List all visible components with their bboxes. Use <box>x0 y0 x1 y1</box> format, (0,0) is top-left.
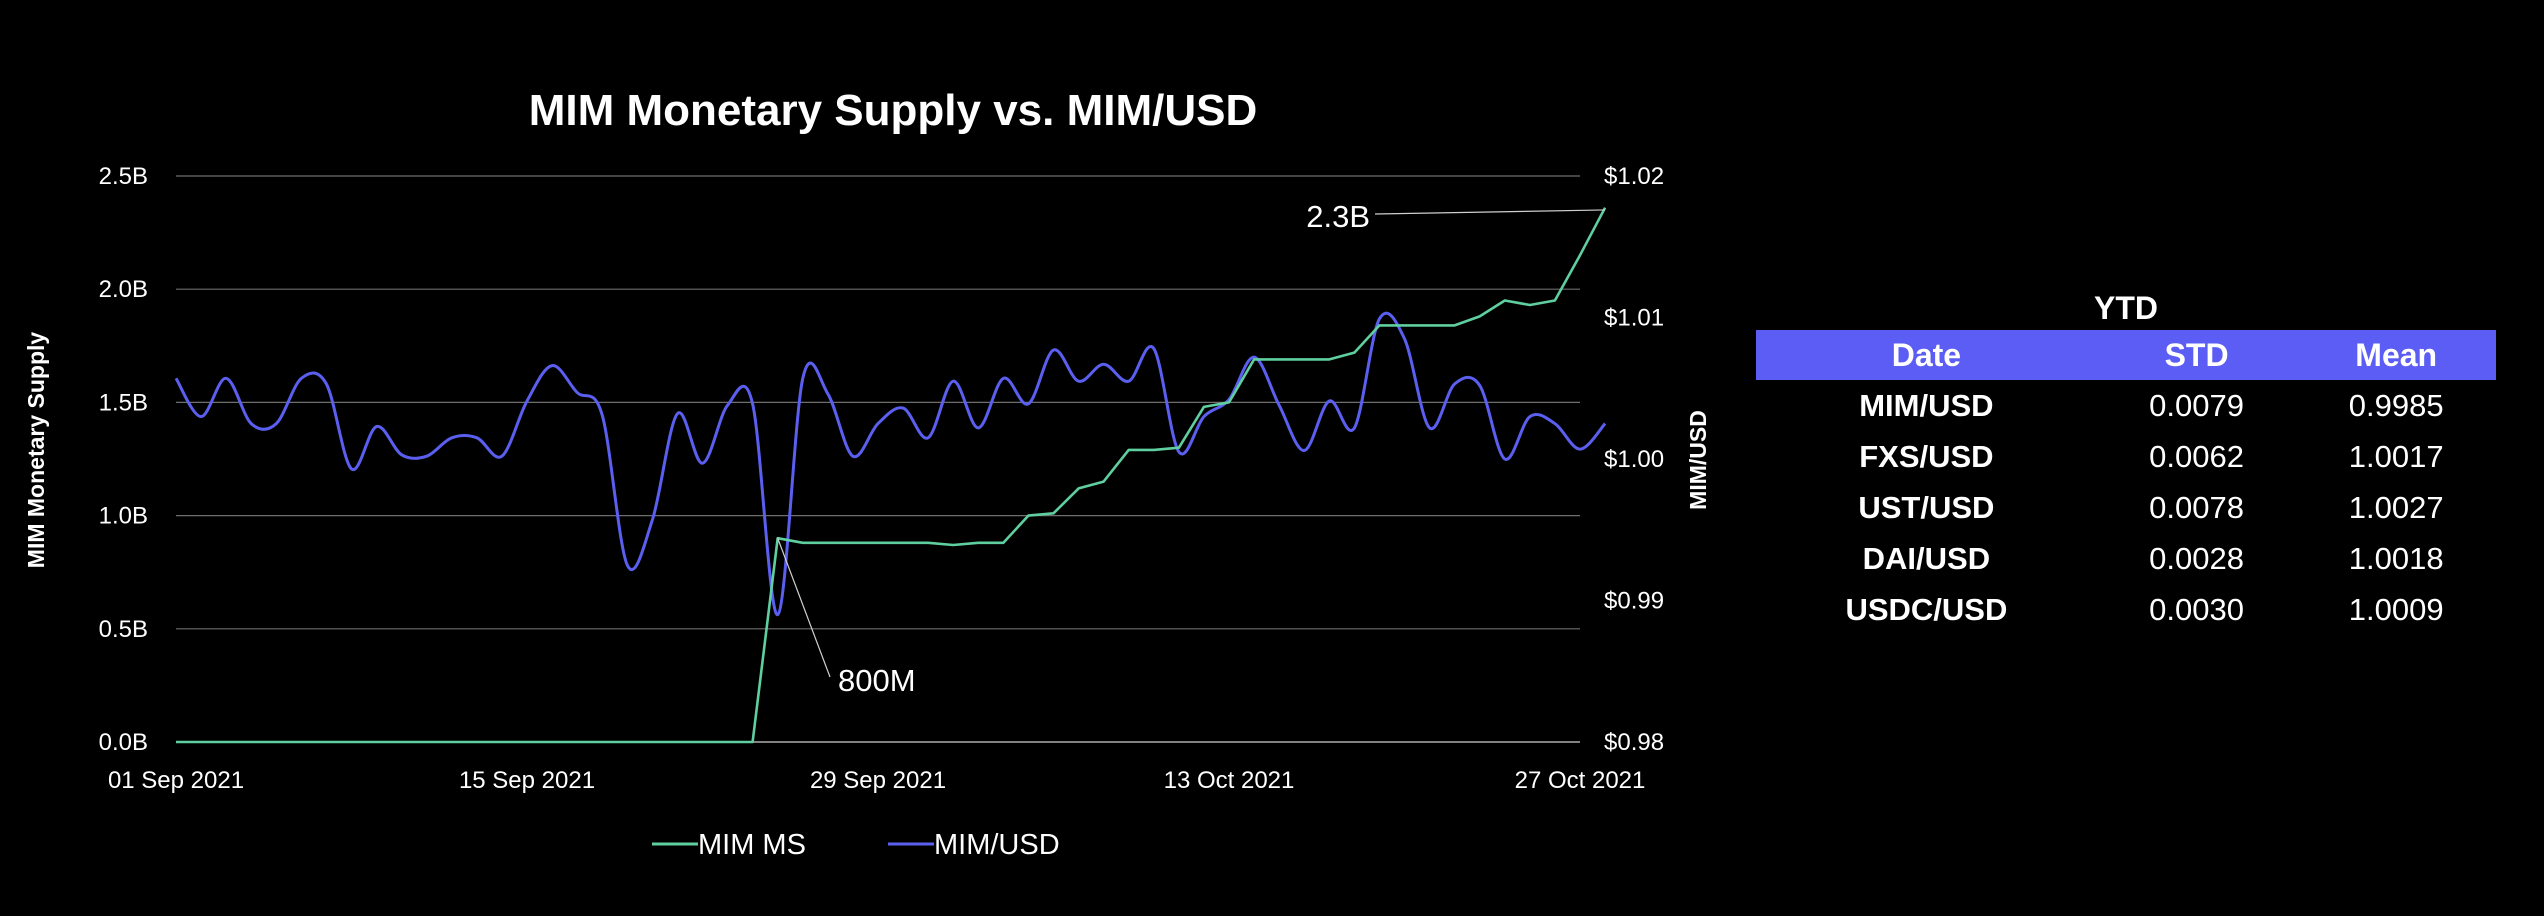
table-row: MIM/USD 0.0079 0.9985 <box>1756 380 2496 431</box>
stats-header-std: STD <box>2096 330 2297 380</box>
legend-label: MIM/USD <box>934 829 1060 861</box>
stats-mean: 1.0009 <box>2348 591 2444 627</box>
legend-label: MIM MS <box>698 829 806 861</box>
left-tick-label: 2.0B <box>99 276 148 303</box>
chart: MIM Monetary Supply vs. MIM/USD 0.0B 0.5B… <box>23 86 1711 861</box>
stats-pair: UST/USD <box>1858 489 1995 525</box>
left-tick-label: 0.0B <box>99 729 148 756</box>
annotation-label: 2.3B <box>1306 199 1370 234</box>
left-tick-label: 2.5B <box>99 163 148 190</box>
stats-std: 0.0079 <box>2149 387 2244 423</box>
right-tick-label: $0.99 <box>1604 588 1664 615</box>
stats-mean: 1.0027 <box>2348 489 2444 525</box>
grid <box>176 175 1580 743</box>
series-lines <box>174 207 1607 744</box>
table-row: DAI/USD 0.0028 1.0018 <box>1756 533 2496 584</box>
x-tick-label: 01 Sep 2021 <box>108 767 244 794</box>
stats-caption: YTD <box>2094 290 2158 326</box>
stats-std: 0.0078 <box>2149 489 2244 525</box>
annotation-leader <box>777 538 831 678</box>
stats-pair: USDC/USD <box>1845 591 2008 627</box>
stats-pair: MIM/USD <box>1859 387 1994 423</box>
left-tick-label: 0.5B <box>99 616 148 643</box>
annotation-leader <box>1374 209 1606 215</box>
stats-pair: DAI/USD <box>1862 540 1991 576</box>
left-axis-ticks: 0.0B 0.5B 1.0B 1.5B 2.0B 2.5B <box>99 163 148 756</box>
x-tick-label: 13 Oct 2021 <box>1164 767 1295 794</box>
stats-header-row: Date STD Mean <box>1756 330 2496 380</box>
series-line-mim-usd <box>174 311 1607 617</box>
right-axis-title: MIM/USD <box>1685 410 1711 510</box>
right-tick-label: $1.00 <box>1604 446 1664 473</box>
stats-mean: 1.0017 <box>2348 438 2444 474</box>
right-tick-label: $1.01 <box>1604 305 1664 332</box>
x-tick-label: 27 Oct 2021 <box>1515 767 1646 794</box>
left-axis-title: MIM Monetary Supply <box>23 332 49 569</box>
table-row: UST/USD 0.0078 1.0027 <box>1756 482 2496 533</box>
series-line-mim-ms <box>176 207 1607 744</box>
x-axis-ticks: 01 Sep 2021 15 Sep 2021 29 Sep 2021 13 Oct … <box>108 767 1645 794</box>
table-row: USDC/USD 0.0030 1.0009 <box>1756 584 2496 635</box>
stats-std: 0.0028 <box>2149 540 2244 576</box>
x-tick-label: 29 Sep 2021 <box>810 767 946 794</box>
stats-header-mean: Mean <box>2296 330 2496 380</box>
stats-header-date: Date <box>1756 330 2097 380</box>
legend: MIM MS MIM/USD <box>652 829 1060 861</box>
left-tick-label: 1.0B <box>99 503 148 530</box>
stats-pair: FXS/USD <box>1859 438 1994 474</box>
stats-table: YTD Date STD Mean MIM/USD 0.0079 0.9985 … <box>1756 286 2496 635</box>
annotations: 2.3B 800M <box>777 199 1606 698</box>
x-tick-label: 15 Sep 2021 <box>459 767 595 794</box>
right-axis-ticks: $0.98 $0.99 $1.00 $1.01 $1.02 <box>1604 163 1664 756</box>
annotation-label: 800M <box>838 663 916 698</box>
right-tick-label: $0.98 <box>1604 729 1664 756</box>
chart-title: MIM Monetary Supply vs. MIM/USD <box>529 86 1258 135</box>
left-tick-label: 1.5B <box>99 389 148 416</box>
stats-mean: 0.9985 <box>2348 387 2444 423</box>
stats-mean: 1.0018 <box>2348 540 2444 576</box>
table-row: FXS/USD 0.0062 1.0017 <box>1756 431 2496 482</box>
stats-std: 0.0030 <box>2149 591 2244 627</box>
right-tick-label: $1.02 <box>1604 163 1664 190</box>
stats-std: 0.0062 <box>2149 438 2244 474</box>
